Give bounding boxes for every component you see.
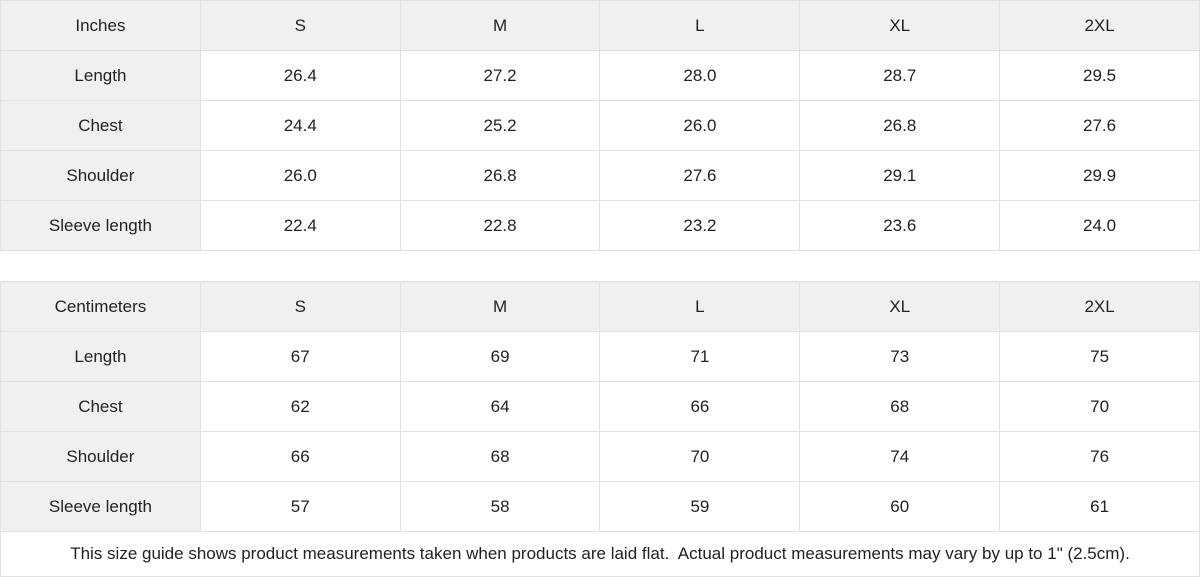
value-cell: 23.2	[600, 201, 801, 251]
size-column-header-2xl: 2XL	[1000, 1, 1200, 51]
row-label-chest: Chest	[1, 382, 201, 432]
size-column-header-l: L	[600, 1, 801, 51]
value-cell: 29.9	[1000, 151, 1200, 201]
value-cell: 24.4	[200, 101, 401, 151]
value-cell: 26.8	[800, 101, 1001, 151]
size-column-header-m: M	[400, 282, 601, 332]
value-cell: 62	[200, 382, 401, 432]
value-cell: 67	[200, 332, 401, 382]
inches-size-table: Inches S M L XL 2XL Length 26.4 27.2 28.…	[0, 0, 1200, 251]
size-column-header-xl: XL	[800, 282, 1001, 332]
value-cell: 27.6	[600, 151, 801, 201]
row-label-length: Length	[1, 332, 201, 382]
row-label-chest: Chest	[1, 101, 201, 151]
value-cell: 74	[800, 432, 1001, 482]
row-label-shoulder: Shoulder	[1, 432, 201, 482]
size-column-header-l: L	[600, 282, 801, 332]
size-column-header-s: S	[200, 1, 401, 51]
value-cell: 29.1	[800, 151, 1001, 201]
value-cell: 59	[600, 482, 801, 532]
value-cell: 70	[600, 432, 801, 482]
value-cell: 26.0	[600, 101, 801, 151]
value-cell: 26.4	[200, 51, 401, 101]
value-cell: 57	[200, 482, 401, 532]
value-cell: 24.0	[1000, 201, 1200, 251]
centimeters-size-table: Centimeters S M L XL 2XL Length 67 69 71…	[0, 281, 1200, 532]
value-cell: 23.6	[800, 201, 1001, 251]
value-cell: 28.7	[800, 51, 1001, 101]
row-label-sleeve-length: Sleeve length	[1, 201, 201, 251]
size-column-header-xl: XL	[800, 1, 1001, 51]
size-column-header-2xl: 2XL	[1000, 282, 1200, 332]
value-cell: 60	[800, 482, 1001, 532]
value-cell: 25.2	[400, 101, 601, 151]
value-cell: 26.8	[400, 151, 601, 201]
row-label-length: Length	[1, 51, 201, 101]
value-cell: 22.8	[400, 201, 601, 251]
row-label-sleeve-length: Sleeve length	[1, 482, 201, 532]
value-cell: 75	[1000, 332, 1200, 382]
value-cell: 69	[400, 332, 601, 382]
value-cell: 66	[200, 432, 401, 482]
value-cell: 22.4	[200, 201, 401, 251]
value-cell: 71	[600, 332, 801, 382]
value-cell: 66	[600, 382, 801, 432]
row-label-shoulder: Shoulder	[1, 151, 201, 201]
value-cell: 64	[400, 382, 601, 432]
value-cell: 68	[800, 382, 1001, 432]
value-cell: 73	[800, 332, 1001, 382]
value-cell: 68	[400, 432, 601, 482]
unit-header-inches: Inches	[1, 1, 201, 51]
unit-header-centimeters: Centimeters	[1, 282, 201, 332]
value-cell: 28.0	[600, 51, 801, 101]
value-cell: 27.2	[400, 51, 601, 101]
size-column-header-s: S	[200, 282, 401, 332]
value-cell: 76	[1000, 432, 1200, 482]
value-cell: 29.5	[1000, 51, 1200, 101]
table-spacer	[0, 251, 1200, 281]
value-cell: 26.0	[200, 151, 401, 201]
value-cell: 61	[1000, 482, 1200, 532]
value-cell: 58	[400, 482, 601, 532]
size-column-header-m: M	[400, 1, 601, 51]
value-cell: 27.6	[1000, 101, 1200, 151]
value-cell: 70	[1000, 382, 1200, 432]
size-guide-disclaimer: This size guide shows product measuremen…	[0, 532, 1200, 577]
